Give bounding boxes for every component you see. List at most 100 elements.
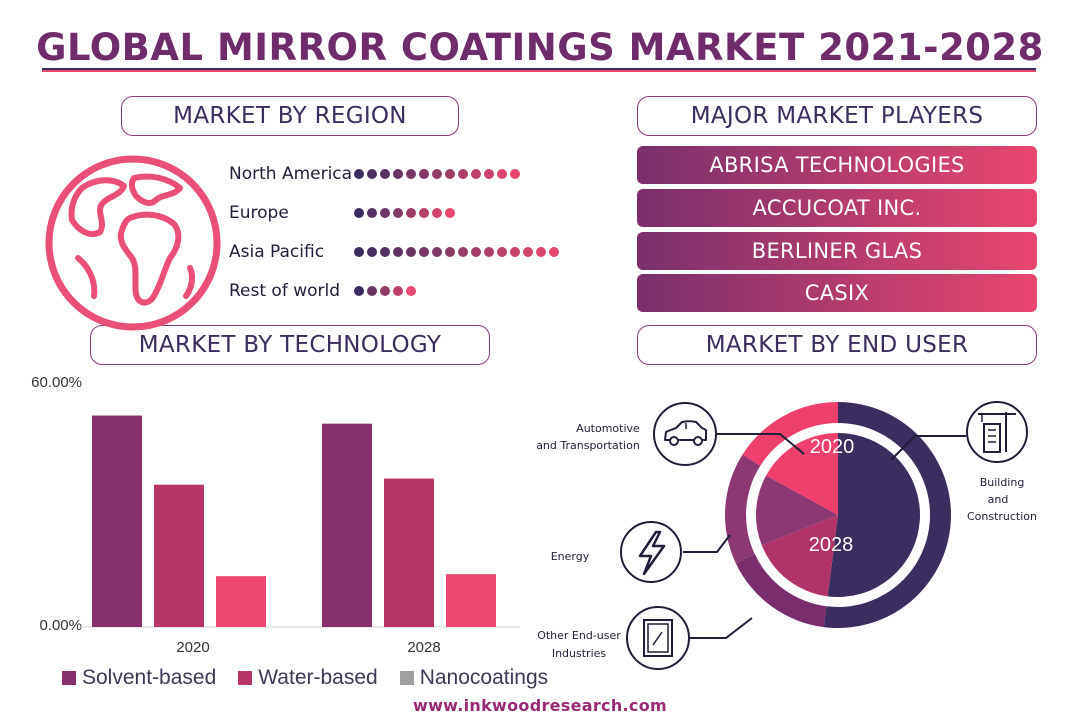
section-major-market-players: MAJOR MARKET PLAYERS [637,96,1037,136]
bar-water-based-2020 [154,484,204,627]
region-dot [445,208,455,218]
lightning-icon [620,521,682,583]
region-dot [471,247,481,257]
callout-label: Energy [551,550,590,563]
ring-2020-slice-building [823,402,951,628]
ring-label-2028: 2028 [809,534,854,556]
ring-2028-slice-other [761,515,838,597]
ring-label-2020: 2020 [810,436,855,458]
region-dot [484,247,494,257]
region-dot [380,208,390,218]
legend-swatch [62,671,76,685]
region-label: Europe [229,203,289,223]
region-dot [432,208,442,218]
region-dot [380,169,390,179]
region-dot [406,247,416,257]
region-dot [445,247,455,257]
region-dot [536,247,546,257]
x-tick-label: 2028 [407,639,440,656]
globe-icon [45,155,221,331]
legend-item-solvent-based: Solvent-based [62,666,216,690]
region-row-rest-of-world: Rest of world [229,279,340,303]
region-dot [380,247,390,257]
region-dot [510,247,520,257]
region-dots-rest-of-world [354,286,416,296]
region-dot [445,169,455,179]
player-abrisa-technologies: ABRISA TECHNOLOGIES [637,146,1037,184]
section-market-by-region: MARKET BY REGION [121,96,459,136]
region-dot [419,169,429,179]
y-tick-label: 0.00% [39,617,82,634]
region-dot [393,169,403,179]
region-dot [406,169,416,179]
region-dot [406,286,416,296]
region-row-north-america: North America [229,162,352,186]
bar-solvent-based-2020 [92,415,142,627]
legend-label: Water-based [258,666,378,689]
ring-2028-slice-building [827,433,920,597]
bar-water-based-2028 [384,478,434,627]
region-dots-asia-pacific [354,247,559,257]
region-dot [367,169,377,179]
region-dot [432,169,442,179]
page-title: GLOBAL MIRROR COATINGS MARKET 2021-2028 [36,26,1044,69]
region-dot [458,169,468,179]
region-dot [419,247,429,257]
bar-nanocoatings-2020 [216,576,266,627]
bar-solvent-based-2028 [322,423,372,627]
region-dot [393,208,403,218]
region-label: Rest of world [229,281,341,301]
region-dot [354,169,364,179]
callout-label: Automotive [576,422,640,435]
region-dot [471,169,481,179]
legend-label: Nanocoatings [419,666,549,689]
region-dots-europe [354,208,455,218]
callout-label: Construction [967,510,1037,523]
region-dot [367,286,377,296]
region-label: Asia Pacific [229,242,325,262]
player-accucoat-inc: ACCUCOAT INC. [637,189,1037,227]
player-berliner-glas: BERLINER GLAS [637,232,1037,270]
technology-legend: Solvent-based Water-based Nanocoatings [62,666,570,690]
y-tick-label: 60.00% [31,374,82,391]
window-icon [626,606,690,670]
technology-bar-chart: 60.00% 0.00% 2020 2028 [31,374,520,656]
ring-2028-slice-automotive [766,433,838,515]
region-label: North America [229,164,353,184]
legend-swatch [399,671,414,685]
leader-line [683,534,731,553]
region-row-asia-pacific: Asia Pacific [229,240,324,264]
callout-label: Other End-user [537,629,621,642]
legend-label: Solvent-based [82,666,217,689]
end-user-donut-chart: Automotive and Transportation Building a… [536,401,1037,670]
region-dot [523,247,533,257]
leader-line [715,433,805,455]
legend-item-nanocoatings: Nanocoatings [399,666,549,690]
region-row-europe: Europe [229,201,289,225]
region-dot [432,247,442,257]
callout-label: and Transportation [536,439,640,452]
region-dot [354,247,364,257]
region-dot [497,169,507,179]
region-dot [367,208,377,218]
x-tick-label: 2020 [176,639,209,656]
region-dot [354,286,364,296]
region-dot [393,247,403,257]
ring-2028-slice-energy [756,475,838,546]
legend-item-water-based: Water-based [238,666,378,690]
section-market-by-technology: MARKET BY TECHNOLOGY [90,325,490,365]
player-casix: CASIX [637,274,1037,312]
region-dot [380,286,390,296]
ring-2020-slice-automotive [742,402,838,466]
building-crane-icon [966,401,1028,463]
region-dot [393,286,403,296]
region-dots-north-america [354,169,520,179]
region-dot [497,247,507,257]
region-dot [484,169,494,179]
region-dot [510,169,520,179]
region-dot [458,247,468,257]
region-dot [549,247,559,257]
leader-line [890,435,966,461]
bar-nanocoatings-2028 [446,574,496,627]
ring-2020-slice-energy [725,454,761,564]
